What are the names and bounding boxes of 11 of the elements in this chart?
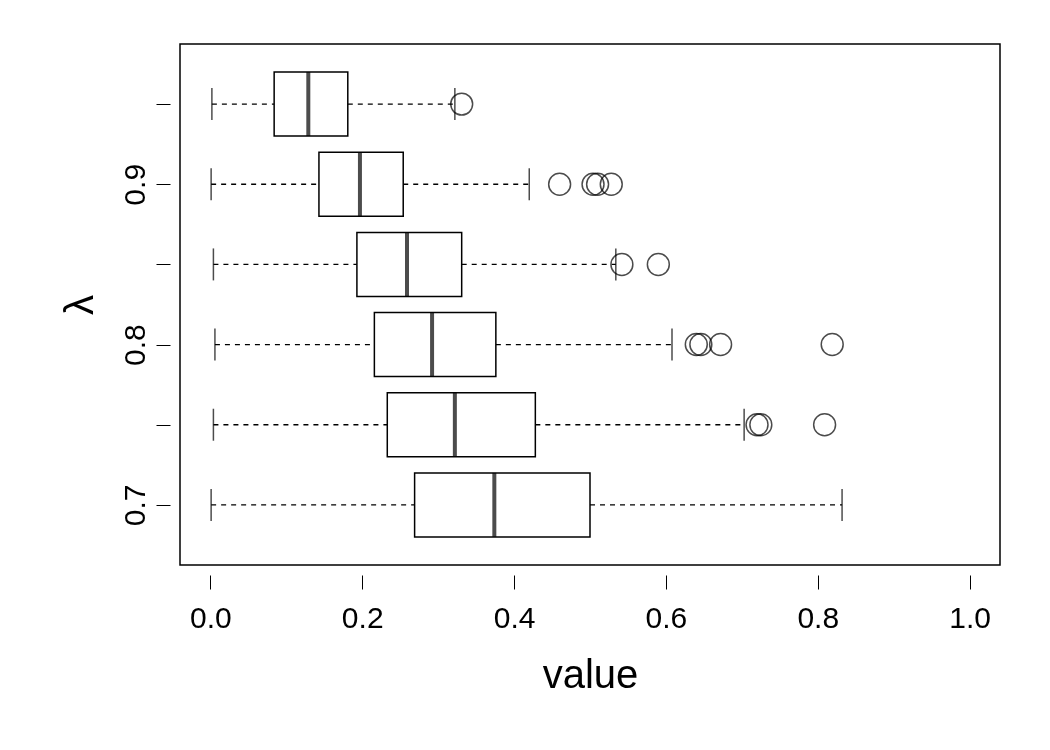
- x-tick-label: 0.4: [493, 600, 536, 634]
- y-tick-label: 0.7: [117, 484, 151, 527]
- x-tick-label: 1.0: [949, 600, 991, 634]
- x-axis-title: value: [542, 651, 639, 696]
- x-tick-label: 0.6: [645, 600, 688, 634]
- y-axis-title: λ: [56, 295, 101, 315]
- x-tick-label: 0.8: [797, 600, 840, 634]
- y-tick-label: 0.8: [117, 324, 151, 366]
- x-tick-label: 0.2: [341, 600, 384, 634]
- x-tick-label: 0.0: [190, 600, 232, 634]
- y-tick-label: 0.9: [117, 163, 151, 206]
